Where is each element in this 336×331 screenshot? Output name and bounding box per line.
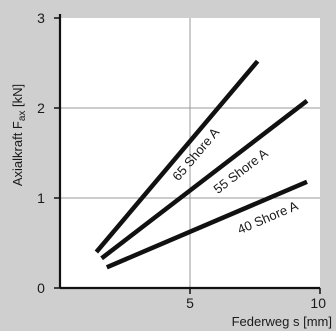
x-tick-label-5: 5: [186, 295, 194, 311]
y-tick-label-3: 3: [37, 10, 45, 26]
y-axis-title: Axialkraft Fax [kN]: [10, 84, 28, 186]
series-line-1: [94, 59, 260, 254]
y-tick-label-1: 1: [37, 190, 45, 206]
series-line-3: [105, 179, 308, 270]
series-line-2: [100, 99, 309, 261]
x-tick-label-10: 10: [310, 295, 326, 311]
y-axis-title-main: Axialkraft F: [10, 121, 25, 186]
grid-lines: [60, 18, 320, 288]
tick-labels: 0 1 2 3 5 10: [37, 10, 326, 311]
y-axis-title-unit: [kN]: [10, 84, 25, 111]
y-tick-label-0: 0: [37, 280, 45, 296]
axes: [54, 14, 321, 294]
x-axis-title: Federweg s [mm]: [232, 314, 332, 329]
y-axis-title-subscript: ax: [17, 111, 28, 122]
y-tick-label-2: 2: [37, 100, 45, 116]
